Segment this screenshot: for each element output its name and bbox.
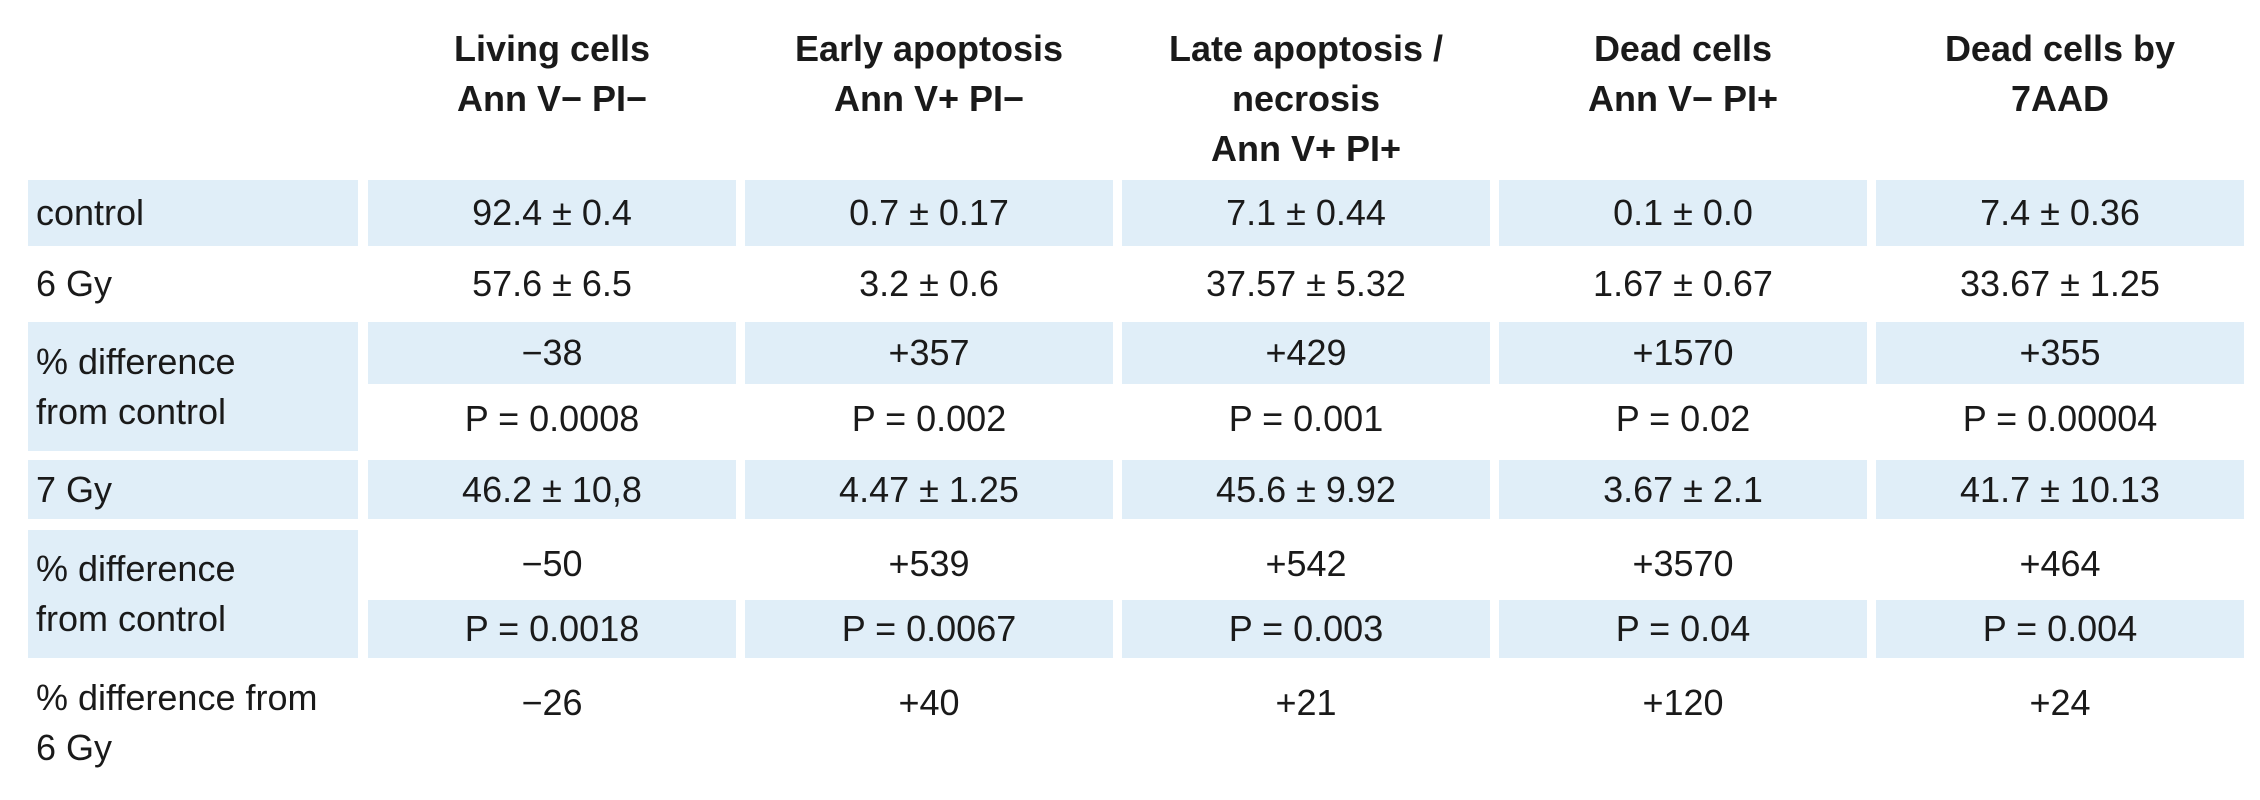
row-label: 6 Gy bbox=[36, 262, 113, 304]
table-cell: −38 bbox=[368, 322, 736, 384]
table-cell: P = 0.00004 bbox=[1962, 398, 2158, 439]
column-header-line: Early apoptosis bbox=[794, 28, 1064, 69]
table-cell: 0.7 ± 0.17 bbox=[745, 180, 1113, 246]
table-cell: +355 bbox=[1876, 322, 2244, 384]
column-header-line: Ann V− PI+ bbox=[1587, 78, 1779, 119]
table-cell: P = 0.001 bbox=[1228, 398, 1384, 439]
table-cell: 45.6 ± 9.92 bbox=[1122, 460, 1490, 519]
table-cell: P = 0.0067 bbox=[745, 600, 1113, 658]
column-header-line: Dead cells by bbox=[1944, 28, 2176, 69]
table-cell: 92.4 ± 0.4 bbox=[368, 180, 736, 246]
table-cell: 57.6 ± 6.5 bbox=[472, 262, 632, 304]
column-header: Early apoptosis Ann V+ PI− bbox=[745, 24, 1113, 124]
table-cell: +464 bbox=[2019, 542, 2101, 584]
row-label: 7 Gy bbox=[28, 460, 358, 519]
table-cell: 3.2 ± 0.6 bbox=[859, 262, 999, 304]
table-cell: +1570 bbox=[1499, 322, 1867, 384]
table-cell: +40 bbox=[898, 681, 960, 723]
table-cell: 3.67 ± 2.1 bbox=[1499, 460, 1867, 519]
column-header-line: Ann V+ PI− bbox=[833, 78, 1025, 119]
row-label: % difference from control bbox=[28, 322, 358, 451]
table-cell: +21 bbox=[1275, 681, 1337, 723]
table-cell: 1.67 ± 0.67 bbox=[1593, 262, 1773, 304]
table-cell: P = 0.002 bbox=[851, 398, 1007, 439]
row-label-line: % difference bbox=[36, 548, 236, 589]
table-cell: +3570 bbox=[1632, 542, 1734, 584]
table-cell: 4.47 ± 1.25 bbox=[745, 460, 1113, 519]
table-cell: 46.2 ± 10,8 bbox=[368, 460, 736, 519]
table-cell: P = 0.02 bbox=[1615, 398, 1751, 439]
table-cell: 33.67 ± 1.25 bbox=[1960, 262, 2160, 304]
column-header-line: Late apoptosis / bbox=[1168, 28, 1444, 69]
column-header: Late apoptosis / necrosis Ann V+ PI+ bbox=[1122, 24, 1490, 174]
table-cell: P = 0.04 bbox=[1499, 600, 1867, 658]
row-label-line: 6 Gy bbox=[36, 726, 113, 768]
table-cell: 7.1 ± 0.44 bbox=[1122, 180, 1490, 246]
table-cell: +539 bbox=[888, 542, 970, 584]
row-label-line: from control bbox=[36, 598, 227, 639]
table-cell: +429 bbox=[1122, 322, 1490, 384]
table-cell: +357 bbox=[745, 322, 1113, 384]
column-header: Living cells Ann V− PI− bbox=[368, 24, 736, 124]
table-cell: 41.7 ± 10.13 bbox=[1876, 460, 2244, 519]
table-cell: 7.4 ± 0.36 bbox=[1876, 180, 2244, 246]
table-cell: 37.57 ± 5.32 bbox=[1206, 262, 1406, 304]
table-cell: +120 bbox=[1642, 681, 1724, 723]
table-cell: −50 bbox=[521, 542, 583, 584]
column-header-line: 7AAD bbox=[2010, 78, 2109, 119]
column-header: Dead cells by 7AAD bbox=[1876, 24, 2244, 124]
column-header-line: Dead cells bbox=[1593, 28, 1773, 69]
table-cell: P = 0.003 bbox=[1122, 600, 1490, 658]
column-header-line: Ann V+ PI+ bbox=[1210, 128, 1402, 169]
table-cell: 0.1 ± 0.0 bbox=[1499, 180, 1867, 246]
row-label: % difference from 6 Gy bbox=[28, 670, 358, 775]
column-header: Dead cells Ann V− PI+ bbox=[1499, 24, 1867, 124]
column-header-line: Ann V− PI− bbox=[456, 78, 648, 119]
row-label-line: from control bbox=[36, 390, 227, 432]
row-label-line: % difference from bbox=[36, 676, 318, 718]
table-cell: P = 0.0018 bbox=[368, 600, 736, 658]
table-cell: P = 0.004 bbox=[1876, 600, 2244, 658]
table-cell: −26 bbox=[521, 681, 583, 723]
row-label: control bbox=[28, 180, 358, 246]
row-label: % difference from control bbox=[28, 530, 358, 658]
table-cell: +24 bbox=[2029, 681, 2091, 723]
table-cell: +542 bbox=[1265, 542, 1347, 584]
column-header-line: Living cells bbox=[453, 28, 651, 69]
table-cell: P = 0.0008 bbox=[464, 398, 640, 439]
column-header-line: necrosis bbox=[1231, 78, 1381, 119]
row-label-line: % difference bbox=[36, 340, 236, 382]
